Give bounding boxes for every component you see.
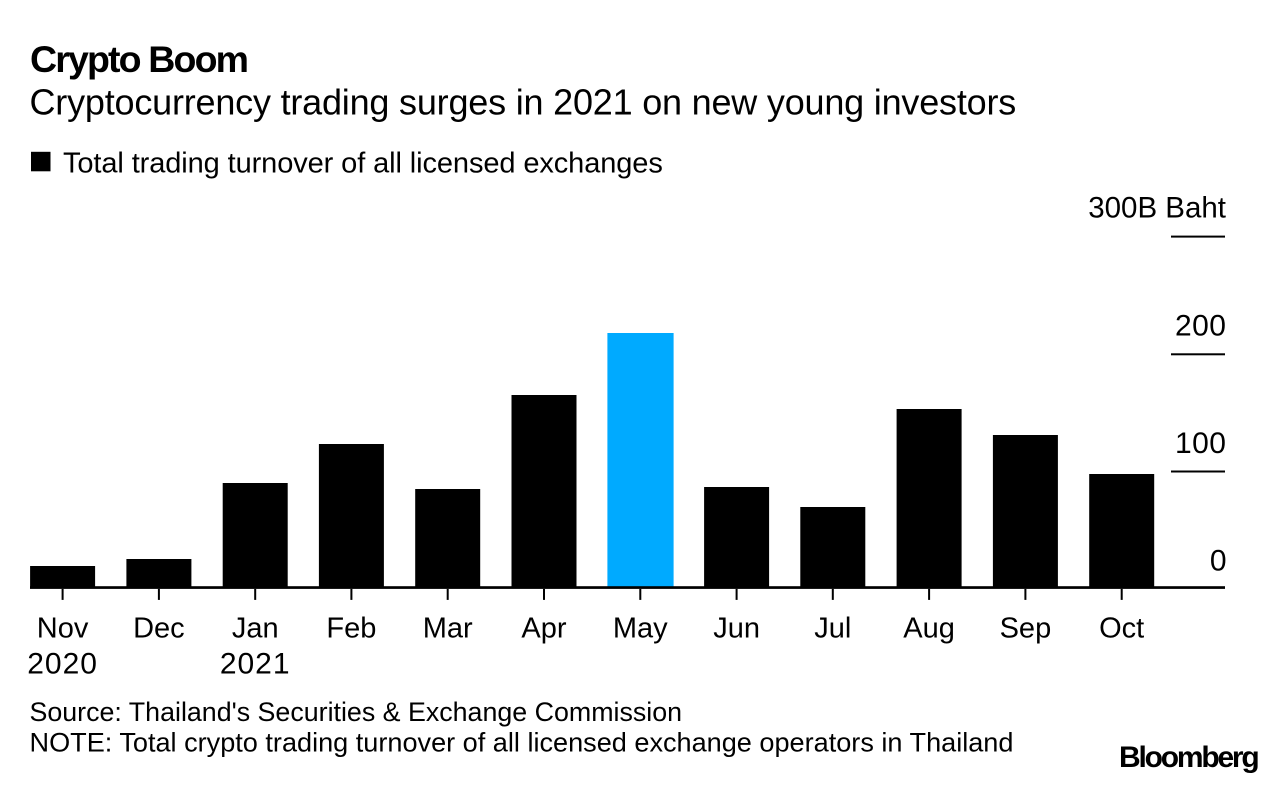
svg-text:Crypto Boom: Crypto Boom xyxy=(30,38,248,80)
svg-text:Oct: Oct xyxy=(1099,612,1144,644)
svg-text:2020: 2020 xyxy=(27,647,98,680)
svg-text:Bloomberg: Bloomberg xyxy=(1119,741,1258,774)
svg-text:Sep: Sep xyxy=(1000,612,1052,644)
svg-text:Mar: Mar xyxy=(423,612,473,644)
svg-text:Jun: Jun xyxy=(713,612,760,644)
svg-text:Dec: Dec xyxy=(133,612,185,644)
svg-text:Source: Thailand's Securities: Source: Thailand's Securities & Exchange… xyxy=(30,697,683,727)
svg-text:200: 200 xyxy=(1175,309,1227,342)
svg-text:Total trading turnover of all: Total trading turnover of all licensed e… xyxy=(63,147,663,179)
svg-text:2021: 2021 xyxy=(220,647,291,680)
svg-text:Nov: Nov xyxy=(37,612,89,644)
svg-text:Cryptocurrency trading surges: Cryptocurrency trading surges in 2021 on… xyxy=(30,82,1017,123)
svg-text:NOTE: Total crypto trading tur: NOTE: Total crypto trading turnover of a… xyxy=(30,726,1014,757)
svg-text:Jul: Jul xyxy=(814,612,851,644)
svg-text:May: May xyxy=(613,612,668,644)
svg-text:Apr: Apr xyxy=(521,612,566,644)
svg-text:0: 0 xyxy=(1210,545,1227,578)
svg-text:300B Baht: 300B Baht xyxy=(1088,192,1226,225)
svg-text:Feb: Feb xyxy=(326,612,376,644)
svg-text:Jan: Jan xyxy=(232,612,279,644)
svg-text:Aug: Aug xyxy=(903,612,955,644)
svg-text:100: 100 xyxy=(1175,427,1227,460)
